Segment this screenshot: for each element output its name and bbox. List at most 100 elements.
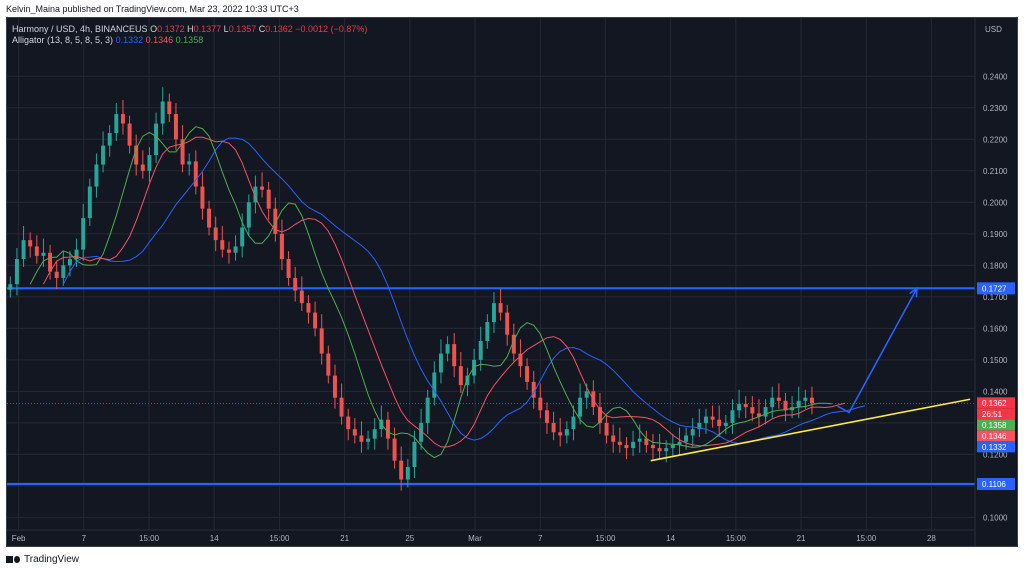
candle-body <box>737 403 742 411</box>
level-price-tag-label: 0.1106 <box>982 480 1006 489</box>
candle-body <box>293 277 298 291</box>
price-tick-label: 0.1600 <box>983 324 1008 333</box>
ohlc-high-label: H <box>187 24 194 34</box>
time-tick-label: Mar <box>468 534 482 543</box>
candle-body <box>160 101 165 124</box>
chart-canvas[interactable]: 0.10000.11000.12000.13000.14000.15000.16… <box>7 18 1017 546</box>
candle-body <box>776 397 781 401</box>
indicator-lips-value: 0.1358 <box>175 35 204 45</box>
level-price-tag <box>977 282 1015 295</box>
price-tag <box>977 419 1015 431</box>
price-tag <box>977 441 1015 453</box>
candle-body <box>770 397 775 408</box>
price-tick-label: 0.1700 <box>983 293 1008 302</box>
candle-body <box>352 429 357 436</box>
candle-body <box>491 303 496 323</box>
candle-body <box>657 448 662 452</box>
candle-body <box>412 441 417 467</box>
time-tick-label: 21 <box>797 534 806 543</box>
candle-body <box>551 422 556 433</box>
price-change: −0.0012 (−0.87%) <box>295 24 368 34</box>
candle-body <box>538 397 543 411</box>
candle-body <box>624 444 629 449</box>
candle-body <box>101 145 106 165</box>
candle-body <box>8 284 13 290</box>
candle-body <box>637 438 642 442</box>
candle-body <box>564 429 569 436</box>
drawings-layer <box>650 286 971 462</box>
candle-body <box>743 403 748 408</box>
ohlc-open-label: O <box>150 24 158 34</box>
candle-body <box>617 441 622 445</box>
candle-body <box>279 233 284 260</box>
candle-body <box>273 208 278 234</box>
candle-body <box>34 246 39 256</box>
footer-brand: TradingView <box>6 552 79 566</box>
ohlc-close-value: 0.1362 <box>265 24 293 34</box>
candle-body <box>558 432 563 436</box>
candle-body <box>332 375 337 398</box>
candle-body <box>750 407 755 414</box>
candle-body <box>326 353 331 376</box>
candle-body <box>458 366 463 386</box>
price-tick-label: 0.1800 <box>983 261 1008 270</box>
symbol-title[interactable]: Harmony / USD, 4h, BINANCEUS <box>12 24 148 34</box>
candle-body <box>167 101 172 115</box>
ohlc-open-value: 0.1372 <box>157 24 185 34</box>
alligator-layer <box>29 126 866 459</box>
candle-body <box>140 164 145 171</box>
price-tick-label: 0.1000 <box>983 513 1008 522</box>
candle-body <box>392 438 397 461</box>
ohlc-low-label: L <box>223 24 229 34</box>
time-tick-label: 21 <box>340 534 349 543</box>
indicator-teeth-value: 0.1346 <box>145 35 174 45</box>
candle-body <box>246 202 251 228</box>
candle-body <box>684 435 689 442</box>
candle-body <box>226 249 231 253</box>
candle-body <box>81 218 86 250</box>
candle-body <box>114 114 119 134</box>
candle-body <box>200 186 205 209</box>
time-tick-label: 14 <box>210 534 219 543</box>
candle-body <box>544 410 549 423</box>
candle-body <box>14 259 19 285</box>
chart-legend: Harmony / USD, 4h, BINANCEUS O0.1372 H0.… <box>12 24 367 46</box>
price-tag-label: 0.1332 <box>982 443 1007 452</box>
candle-body <box>233 246 238 253</box>
candle-body <box>498 303 503 313</box>
candle-body <box>571 416 576 430</box>
chart-frame[interactable]: 0.10000.11000.12000.13000.14000.15000.16… <box>6 17 1018 547</box>
candle-body <box>419 422 424 442</box>
candle-body <box>253 186 258 203</box>
candle-body <box>690 429 695 436</box>
candle-body <box>809 397 814 404</box>
price-tick-label: 0.2400 <box>983 72 1008 81</box>
candle-body <box>94 164 99 187</box>
candle-body <box>703 416 708 423</box>
level-price-tag <box>977 477 1015 490</box>
indicator-title[interactable]: Alligator (13, 8, 5, 8, 5, 3) <box>12 35 114 45</box>
candle-body <box>180 139 185 165</box>
candle-body <box>120 114 125 124</box>
projection-arrow-head <box>909 286 918 298</box>
candle-body <box>127 123 132 146</box>
candle-body <box>61 265 66 278</box>
candle-body <box>359 435 364 442</box>
candle-body <box>597 407 602 423</box>
candle-body <box>478 340 483 360</box>
price-tag <box>977 408 1015 420</box>
candle-body <box>366 438 371 442</box>
price-tag-label: 0.1346 <box>982 432 1007 441</box>
candle-body <box>220 240 225 250</box>
candle-body <box>425 397 430 423</box>
candle-body <box>67 259 72 266</box>
tradingview-logo-icon <box>6 555 20 564</box>
candle-body <box>346 416 351 430</box>
candle-body <box>485 322 490 341</box>
time-tick-label: 7 <box>538 534 543 543</box>
candles-layer <box>8 87 814 491</box>
candle-body <box>372 429 377 439</box>
candle-body <box>213 227 218 241</box>
time-tick-label: 15:00 <box>269 534 290 543</box>
candle-body <box>710 416 715 420</box>
